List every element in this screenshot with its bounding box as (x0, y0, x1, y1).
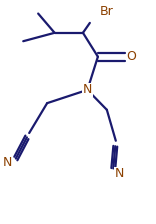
Text: O: O (126, 50, 136, 63)
Text: Br: Br (99, 5, 113, 18)
Text: N: N (83, 83, 92, 96)
Text: N: N (3, 156, 12, 169)
Text: N: N (114, 168, 124, 181)
